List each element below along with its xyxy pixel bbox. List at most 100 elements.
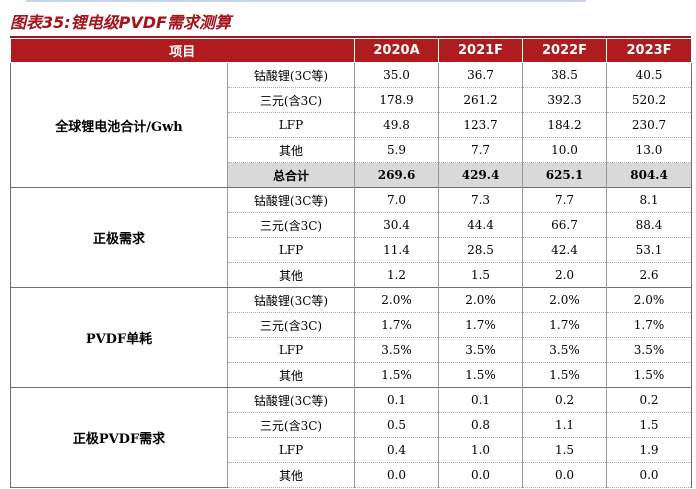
value-cell: 7.3 — [438, 187, 524, 213]
row-label: 钴酸锂(3C等) — [226, 62, 356, 88]
figure-title: 图表35:锂电级PVDF需求测算 — [10, 13, 231, 32]
value-cell: 5.9 — [354, 137, 440, 163]
value-cell: 0.5 — [354, 412, 440, 438]
table-row: 全球锂电池合计/Gwh 钴酸锂(3C等) 35.0 36.7 38.5 40.5 — [10, 62, 693, 188]
value-cell: 30.4 — [354, 212, 440, 238]
value-cell: 35.0 — [354, 62, 440, 88]
value-cell: 1.5% — [354, 362, 440, 388]
value-cell: 7.7 — [522, 187, 608, 213]
row-label: 钴酸锂(3C等) — [226, 187, 356, 213]
value-cell: 3.5% — [354, 337, 440, 363]
value-cell: 1.5 — [606, 412, 693, 438]
group-label: 正极PVDF需求 — [10, 387, 228, 488]
value-cell: 429.4 — [438, 162, 524, 188]
row-label: LFP — [226, 337, 356, 363]
header-2020a: 2020A — [354, 38, 440, 63]
table-row: LFP 11.4 28.5 42.4 53.1 — [11, 237, 693, 263]
value-cell: 2.0% — [606, 287, 693, 313]
pvdf-demand-table: 项目 2020A 2021F 2022F 2023F 全球锂电池合计/Gwh 钴酸… — [10, 38, 693, 488]
value-cell: 0.8 — [438, 412, 524, 438]
table-body: 全球锂电池合计/Gwh 钴酸锂(3C等) 35.0 36.7 38.5 40.5 三元(含3… — [10, 62, 693, 488]
header-2023f: 2023F — [606, 38, 693, 63]
row-label: 三元(含3C) — [226, 412, 356, 438]
table-row: 三元(含3C) 1.7% 1.7% 1.7% 1.7% — [11, 312, 693, 338]
value-cell: 0.4 — [354, 437, 440, 463]
value-cell: 230.7 — [606, 112, 693, 138]
row-label: LFP — [226, 237, 356, 263]
value-cell: 8.1 — [606, 187, 693, 213]
row-label: 其他 — [226, 362, 356, 388]
table-row: 其他 5.9 7.7 10.0 13.0 — [11, 137, 693, 163]
value-cell: 0.1 — [438, 387, 524, 413]
value-cell: 1.9 — [606, 437, 693, 463]
value-cell: 2.0% — [354, 287, 440, 313]
value-cell: 2.6 — [606, 262, 693, 288]
row-label: 其他 — [226, 262, 356, 288]
value-cell: 0.2 — [606, 387, 693, 413]
row-label: LFP — [226, 112, 356, 138]
row-label: 钴酸锂(3C等) — [226, 287, 356, 313]
row-label: 三元(含3C) — [226, 312, 356, 338]
group-label: 正极需求 — [10, 187, 228, 288]
value-cell: 804.4 — [606, 162, 693, 188]
value-cell: 261.2 — [438, 87, 524, 113]
value-cell: 269.6 — [354, 162, 440, 188]
value-cell: 7.0 — [354, 187, 440, 213]
value-cell: 1.7% — [438, 312, 524, 338]
value-cell: 1.5 — [522, 437, 608, 463]
header-row: 项目 2020A 2021F 2022F 2023F — [10, 38, 693, 63]
value-cell: 0.0 — [354, 462, 440, 488]
value-cell: 2.0% — [438, 287, 524, 313]
value-cell: 1.5% — [438, 362, 524, 388]
table-row: LFP 49.8 123.7 184.2 230.7 — [11, 112, 693, 138]
table-row: 三元(含3C) 178.9 261.2 392.3 520.2 — [11, 87, 693, 113]
table-row: 正极PVDF需求 钴酸锂(3C等) 0.1 0.1 0.2 0.2 — [10, 387, 693, 488]
header-2021f: 2021F — [438, 38, 524, 63]
value-cell: 3.5% — [438, 337, 524, 363]
value-cell: 7.7 — [438, 137, 524, 163]
value-cell: 53.1 — [606, 237, 693, 263]
value-cell: 0.0 — [606, 462, 693, 488]
value-cell: 1.5 — [438, 262, 524, 288]
group-label: 全球锂电池合计/Gwh — [10, 62, 228, 188]
value-cell: 1.5% — [522, 362, 608, 388]
row-label: 其他 — [226, 137, 356, 163]
value-cell: 66.7 — [522, 212, 608, 238]
row-label: 总合计 — [226, 162, 356, 188]
group-label: PVDF单耗 — [10, 287, 228, 388]
value-cell: 625.1 — [522, 162, 608, 188]
value-cell: 1.1 — [522, 412, 608, 438]
value-cell: 42.4 — [522, 237, 608, 263]
value-cell: 123.7 — [438, 112, 524, 138]
value-cell: 178.9 — [354, 87, 440, 113]
value-cell: 44.4 — [438, 212, 524, 238]
table-row: 其他 0.0 0.0 0.0 0.0 — [11, 462, 693, 488]
top-divider — [26, 0, 586, 2]
value-cell: 40.5 — [606, 62, 693, 88]
value-cell: 0.1 — [354, 387, 440, 413]
value-cell: 1.7% — [354, 312, 440, 338]
value-cell: 28.5 — [438, 237, 524, 263]
value-cell: 520.2 — [606, 87, 693, 113]
value-cell: 1.7% — [606, 312, 693, 338]
value-cell: 13.0 — [606, 137, 693, 163]
table-row: 其他 1.2 1.5 2.0 2.6 — [11, 262, 693, 288]
row-label: 钴酸锂(3C等) — [226, 387, 356, 413]
table-row: 其他 1.5% 1.5% 1.5% 1.5% — [11, 362, 693, 388]
value-cell: 0.2 — [522, 387, 608, 413]
value-cell: 3.5% — [522, 337, 608, 363]
value-cell: 10.0 — [522, 137, 608, 163]
value-cell: 0.0 — [438, 462, 524, 488]
value-cell: 2.0% — [522, 287, 608, 313]
header-item: 项目 — [10, 38, 356, 63]
row-label: 三元(含3C) — [226, 212, 356, 238]
row-label: 其他 — [226, 462, 356, 488]
title-rule — [10, 36, 691, 38]
value-cell: 2.0 — [522, 262, 608, 288]
value-cell: 392.3 — [522, 87, 608, 113]
table-row: LFP 0.4 1.0 1.5 1.9 — [11, 437, 693, 463]
value-cell: 1.2 — [354, 262, 440, 288]
value-cell: 1.5% — [606, 362, 693, 388]
value-cell: 0.0 — [522, 462, 608, 488]
value-cell: 3.5% — [606, 337, 693, 363]
